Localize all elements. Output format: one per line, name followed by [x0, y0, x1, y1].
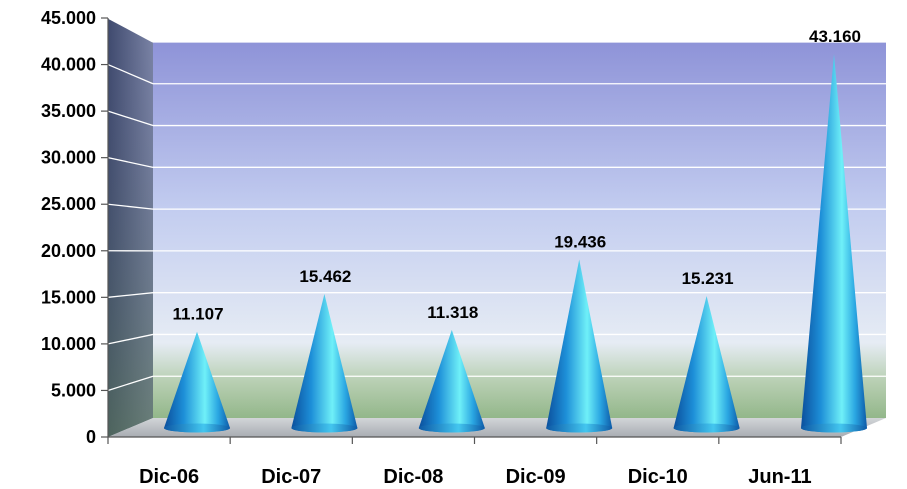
- cone-base: [418, 423, 485, 433]
- cone-body: [291, 293, 358, 433]
- data-label: 43.160: [809, 27, 861, 46]
- gridline-side: [107, 203, 154, 210]
- cone-Dic-09: [546, 259, 613, 433]
- gridline-side: [107, 17, 154, 43]
- cone-base: [673, 423, 740, 433]
- gridline-side: [107, 110, 154, 127]
- plot-walls: [108, 18, 886, 437]
- x-tick-label: Dic-07: [261, 466, 321, 488]
- data-label: 11.318: [427, 303, 478, 322]
- y-tick-label: 35.000: [41, 101, 96, 121]
- x-tick-label: Jun-11: [748, 466, 811, 488]
- x-tick-label: Dic-06: [139, 466, 199, 488]
- x-tick-label: Dic-08: [383, 466, 443, 488]
- y-tick-label: 30.000: [41, 148, 96, 168]
- y-tick-label: 0: [86, 427, 96, 447]
- cone-body: [546, 259, 613, 433]
- cone-base: [801, 423, 867, 433]
- y-tick-label: 40.000: [41, 55, 96, 75]
- y-tick-label: 15.000: [41, 287, 96, 307]
- y-tick-label: 45.000: [41, 8, 96, 28]
- cone-Dic-08: [418, 329, 485, 433]
- y-tick-label: 10.000: [41, 334, 96, 354]
- x-tick-label: Dic-09: [506, 466, 566, 488]
- data-label: 11.107: [172, 305, 223, 324]
- cone-body: [673, 295, 740, 433]
- side-wall-shade: [108, 18, 153, 437]
- cone-base: [291, 423, 358, 433]
- x-axis: Dic-06 Dic-07 Dic-08 Dic-09 Dic-10 Jun-11: [107, 436, 842, 488]
- y-tick-label: 5.000: [51, 380, 96, 400]
- cone-body: [801, 53, 867, 433]
- cone-base: [546, 423, 613, 433]
- cone-Dic-06: [164, 331, 230, 433]
- y-tick-label: 20.000: [41, 241, 96, 261]
- gridline-side: [107, 375, 154, 392]
- y-axis: 0 5.000 10.000 15.000 20.000 25.000 30.000 35.0…: [41, 8, 109, 447]
- gridline-side: [107, 333, 154, 345]
- cone-body: [418, 329, 485, 433]
- x-tick-label: Dic-10: [628, 466, 688, 488]
- cone-body: [164, 331, 230, 433]
- gridlines: [107, 17, 886, 392]
- gridline-side: [107, 292, 154, 298]
- data-label: 15.462: [299, 267, 351, 286]
- data-labels: 11.107 15.462 11.318 19.436 15.231 43.160: [172, 27, 861, 324]
- y-tick-label: 25.000: [41, 194, 96, 214]
- cone-Dic-07: [291, 293, 358, 433]
- data-label: 19.436: [554, 233, 606, 252]
- gridline-side: [107, 63, 154, 85]
- cone-Dic-10: [673, 295, 740, 433]
- cone-series: [164, 53, 867, 433]
- cone-base: [164, 423, 230, 433]
- gridline-side: [107, 157, 154, 168]
- data-label: 15.231: [682, 269, 734, 288]
- cone-Jun-11: [801, 53, 867, 433]
- back-wall: [153, 42, 886, 418]
